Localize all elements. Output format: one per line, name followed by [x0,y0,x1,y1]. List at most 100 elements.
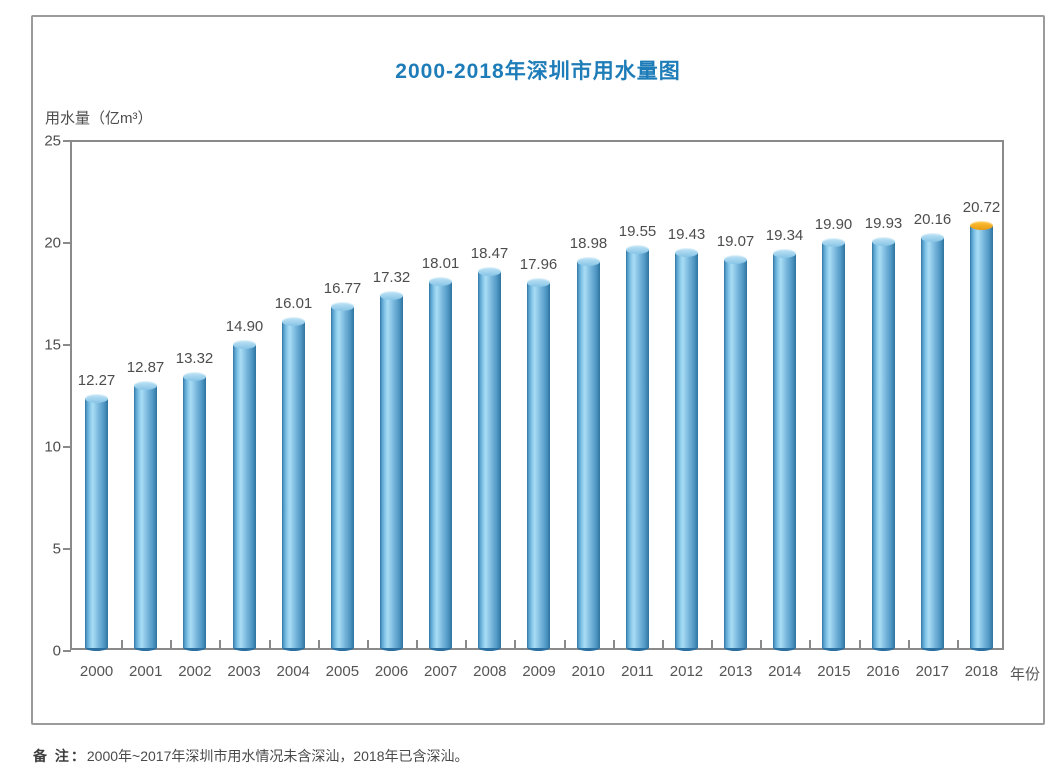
x-tick-mark [367,640,369,648]
bar-top-cap [85,394,108,403]
bar-top-cap [822,238,845,247]
x-label-2007: 2007 [423,663,458,680]
y-tick-mark [63,140,71,142]
bar-value-label: 12.27 [77,372,116,389]
x-tick-mark [416,640,418,648]
bar-top-cap [626,245,649,254]
x-label-2009: 2009 [522,663,556,680]
x-tick-mark [662,640,664,648]
bar-value-label: 20.16 [913,211,952,228]
bar-body [527,282,550,648]
bar-top-cap [675,248,698,257]
bar-body [233,344,256,648]
x-tick-mark [514,640,516,648]
bar-body [773,253,796,648]
x-label-2008: 2008 [473,663,507,680]
x-tick-mark [121,640,123,648]
x-label-2013: 2013 [718,663,753,680]
bar-2012: 19.43 [668,226,705,651]
bar-top-cap [577,257,600,266]
x-tick-mark [318,640,320,648]
y-tick-mark [63,344,71,346]
bar-body [282,321,305,648]
bar-body [331,306,354,648]
bar-body [872,241,895,648]
bar-2016: 19.93 [865,215,902,651]
bar-value-label: 19.34 [765,227,804,244]
chart-title: 2000-2018年深圳市用水量图 [395,60,681,83]
x-tick-mark [269,640,271,648]
y-tick-mark [63,650,71,652]
bar-value-label: 19.07 [716,233,755,250]
bar-2005: 16.77 [324,280,361,651]
bar-top-cap [429,277,452,286]
x-label-2010: 2010 [571,663,605,680]
bar-value-label: 12.87 [126,359,165,376]
bar-2004: 16.01 [275,295,312,651]
y-tick-label: 25 [44,132,61,150]
bar-value-label: 19.55 [618,223,657,240]
x-label-2005: 2005 [325,663,360,680]
bar-top-cap-highlight [970,221,993,230]
bar-value-label: 19.93 [864,215,903,232]
bar-body [85,398,108,648]
bar-2015: 19.90 [815,216,852,651]
x-label-2015: 2015 [817,663,851,680]
bar-body [970,225,993,648]
bar-top-cap [773,249,796,258]
y-axis-title: 用水量（亿m³） [45,110,153,127]
footnote: 备 注：2000年~2017年深圳市用水情况未含深汕，2018年已含深汕。 [33,746,469,766]
bar-value-label: 17.96 [519,256,558,273]
bar-body [675,252,698,648]
x-label-2017: 2017 [915,663,949,680]
plot-area: 12.27 12.87 13.32 14.90 16.01 16.77 17.32 18.01… [70,140,1004,651]
bar-top-cap [872,237,895,246]
bar-value-label: 16.77 [323,280,362,297]
x-label-2002: 2002 [178,663,212,680]
y-tick-label: 15 [44,336,61,354]
y-tick-label: 10 [44,438,61,456]
bar-top-cap [233,340,256,349]
y-tick-mark [63,242,71,244]
bar-value-label: 19.43 [667,226,706,243]
bar-value-label: 13.32 [175,350,214,367]
x-label-2004: 2004 [276,663,310,680]
x-label-2018: 2018 [964,663,999,680]
x-label-2000: 2000 [79,663,114,680]
bar-2013: 19.07 [717,233,754,651]
x-tick-mark [613,640,615,648]
bar-body [429,281,452,648]
x-label-2014: 2014 [768,663,802,680]
x-label-2003: 2003 [227,663,261,680]
bar-top-cap [527,278,550,287]
bar-body [183,376,206,648]
x-tick-mark [859,640,861,648]
bar-body [724,259,747,648]
x-tick-mark [809,640,811,648]
bar-top-cap [134,381,157,390]
x-tick-mark [711,640,713,648]
footnote-label: 备 注： [33,748,87,764]
bar-value-label: 20.72 [962,199,1001,216]
y-tick-label: 0 [52,642,61,660]
bar-2006: 17.32 [373,269,410,651]
bar-2008: 18.47 [471,245,508,651]
x-tick-mark [760,640,762,648]
x-label-2011: 2011 [621,663,654,680]
bar-body [478,271,501,648]
bar-top-cap [282,317,305,326]
bar-2017: 20.16 [914,211,951,651]
bar-body [921,237,944,648]
bar-value-label: 18.01 [421,255,460,272]
bar-2000: 12.27 [78,372,115,651]
bar-top-cap [380,291,403,300]
bar-top-cap [183,372,206,381]
bar-2010: 18.98 [570,235,607,651]
bar-body [577,261,600,648]
x-tick-mark [957,640,959,648]
footnote-text: 2000年~2017年深圳市用水情况未含深汕，2018年已含深汕。 [86,748,469,764]
bar-body [822,242,845,648]
bar-value-label: 17.32 [372,269,411,286]
chart-card: 2000-2018年深圳市用水量图 用水量（亿m³） 12.27 12.87 13.… [31,15,1045,725]
bar-body [380,295,403,648]
